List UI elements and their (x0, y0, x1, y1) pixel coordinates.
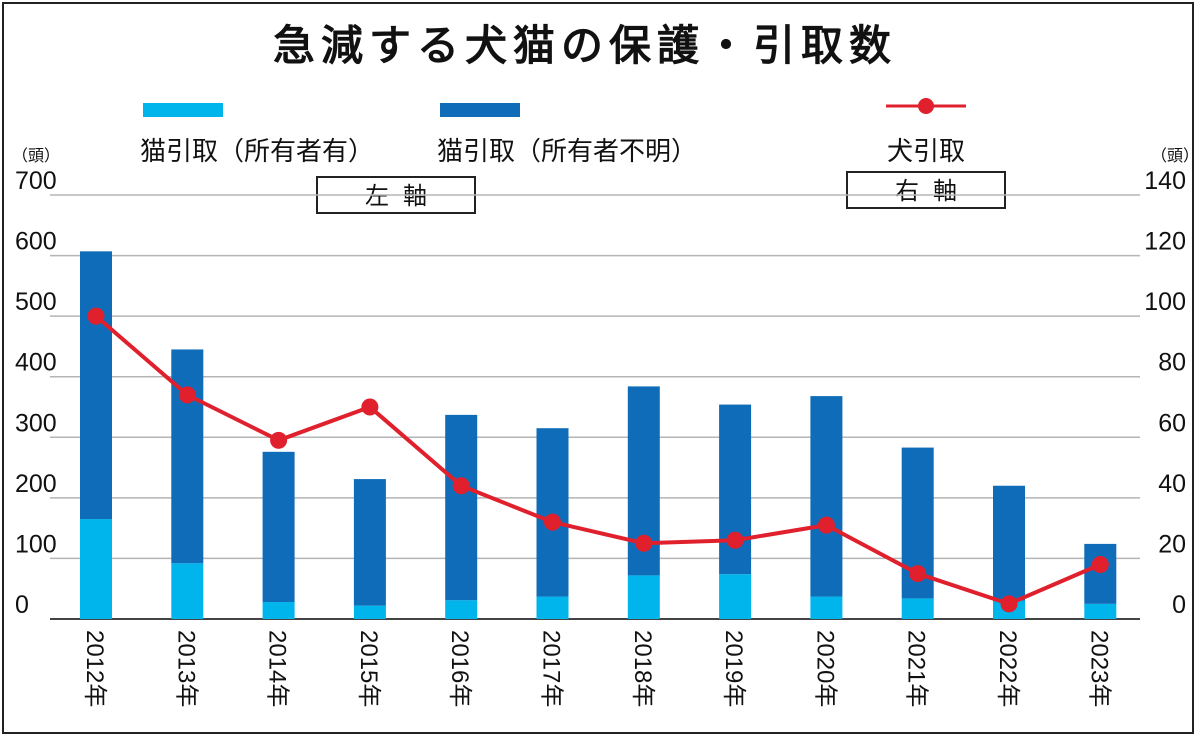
x-tick-label: 2012年 (81, 630, 108, 707)
dog-point (726, 531, 744, 549)
dog-point (87, 307, 105, 325)
right-tick-label: 60 (1158, 409, 1186, 437)
x-tick-label: 2021年 (903, 630, 930, 707)
legend-marker-dog (918, 98, 934, 114)
dog-point (270, 431, 288, 449)
left-tick-label: 200 (15, 470, 57, 498)
left-tick-label: 600 (15, 228, 57, 256)
right-tick-label: 80 (1158, 349, 1186, 377)
bar-cat-owned (353, 605, 386, 619)
legend-swatch-cat-owned (143, 103, 223, 117)
x-tick-label: 2018年 (629, 630, 656, 707)
x-tick-label: 2020年 (811, 630, 838, 707)
bar-cat-unknown (262, 451, 295, 603)
x-tick-label: 2015年 (355, 630, 382, 707)
bar-cat-unknown (1084, 543, 1117, 604)
legend-label-dog: 犬引取 (887, 137, 965, 167)
legend-swatch-cat-unknown (440, 103, 520, 117)
right-axis-ticks: 0 20 40 60 80 100 120 140 (1144, 167, 1186, 619)
dog-line-series (87, 307, 1109, 613)
bar-cat-owned (536, 596, 569, 619)
bar-cat-owned (627, 575, 660, 619)
dog-point (544, 513, 561, 531)
x-axis-ticks: 2012年 2013年 2014年 2015年 2016年 2017年 2018年 2019年… (81, 630, 1112, 707)
x-tick-label: 2013年 (172, 630, 199, 707)
dog-point (909, 565, 927, 583)
dog-point (361, 398, 379, 416)
right-tick-label: 40 (1158, 470, 1186, 498)
left-tick-label: 500 (15, 288, 57, 316)
x-tick-label: 2022年 (994, 630, 1021, 707)
right-axis-box (846, 171, 1006, 209)
bar-cat-unknown (993, 485, 1025, 601)
right-tick-label: 100 (1144, 288, 1186, 316)
bar-cat-owned (719, 574, 752, 619)
bar-cat-unknown (810, 396, 843, 597)
x-tick-label: 2023年 (1085, 630, 1112, 707)
legend-label-cat-owned: 猫引取（所有者有） (140, 137, 374, 167)
bar-cat-owned (262, 602, 295, 619)
right-tick-label: 0 (1172, 591, 1186, 619)
dog-point (452, 477, 470, 495)
bar-cat-unknown (353, 479, 386, 606)
bar-cat-unknown (445, 414, 478, 601)
right-tick-label: 140 (1144, 167, 1186, 195)
left-tick-label: 400 (15, 349, 57, 377)
bar-cat-owned (810, 596, 843, 619)
x-tick-label: 2014年 (264, 630, 291, 707)
left-axis-unit: （頭） (12, 146, 60, 165)
bar-cat-owned (80, 519, 112, 619)
dog-point (635, 534, 653, 552)
bar-cat-unknown (171, 349, 204, 564)
right-axis-unit: （頭） (1151, 146, 1199, 165)
left-tick-label: 100 (15, 530, 57, 558)
dog-line (94, 314, 1102, 606)
x-tick-label: 2016年 (446, 630, 473, 707)
bar-cat-owned (1084, 603, 1117, 619)
dog-point (817, 516, 835, 534)
left-axis-ticks: 0 100 200 300 400 500 600 700 (15, 167, 57, 619)
dog-point (1091, 555, 1109, 573)
left-tick-label: 0 (15, 591, 29, 619)
dog-point (1000, 595, 1018, 613)
bar-cat-owned (171, 563, 204, 619)
left-tick-label: 700 (15, 167, 57, 195)
bar-cat-unknown (80, 251, 112, 520)
bars (80, 251, 1117, 619)
x-tick-label: 2017年 (538, 630, 565, 707)
chart-title: 急減する犬猫の保護・引取数 (273, 21, 897, 70)
left-tick-label: 300 (15, 409, 57, 437)
grid-lines (50, 194, 1140, 620)
dog-point (178, 386, 196, 404)
left-axis-box-label: 左軸 (365, 182, 441, 210)
bar-cat-unknown (536, 428, 569, 597)
right-tick-label: 120 (1144, 228, 1186, 256)
bar-cat-owned (445, 600, 478, 619)
x-tick-label: 2019年 (720, 630, 747, 707)
bar-cat-owned (901, 598, 934, 619)
legend-label-cat-unknown: 猫引取（所有者不明） (437, 137, 697, 167)
right-tick-label: 20 (1158, 530, 1186, 558)
right-axis-box-label: 右軸 (895, 177, 971, 205)
